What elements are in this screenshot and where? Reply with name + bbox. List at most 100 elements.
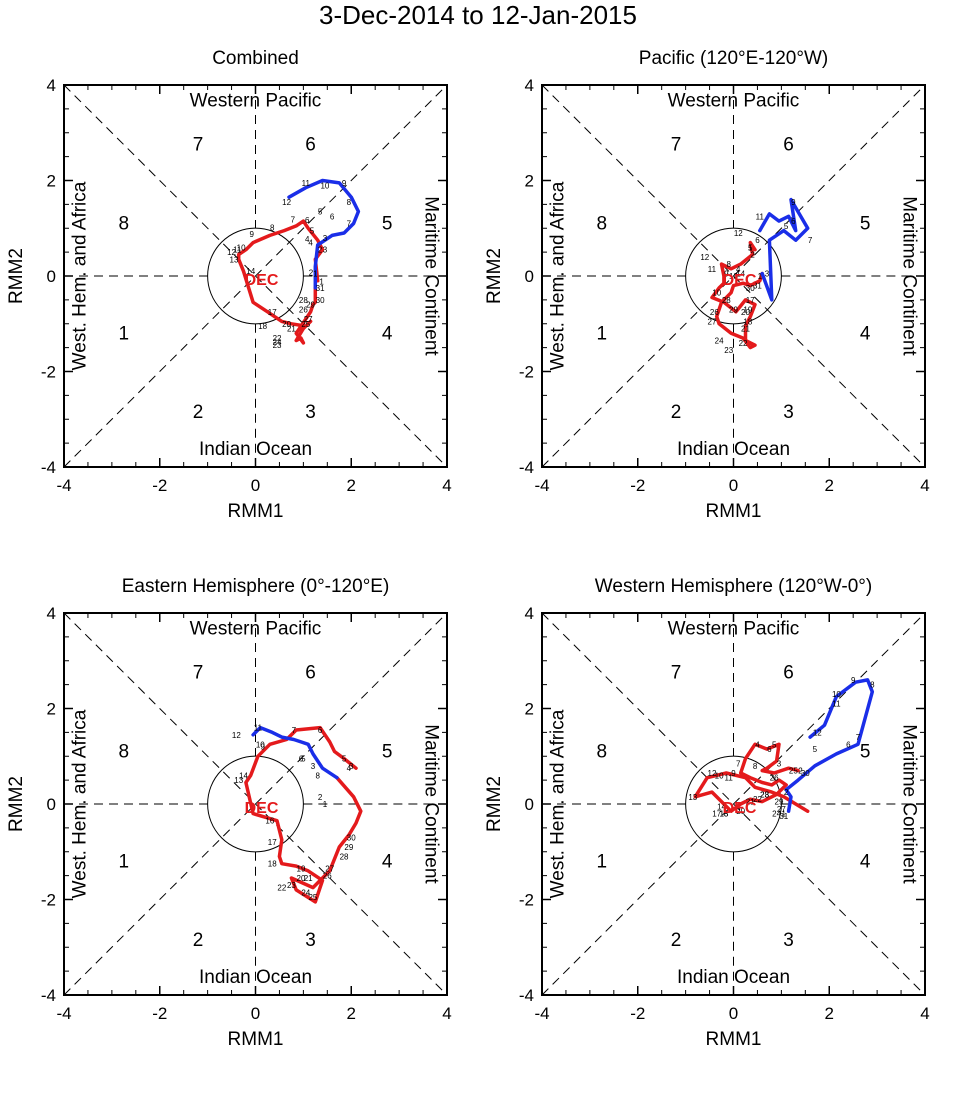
y-tick-label: -4 bbox=[41, 458, 56, 477]
day-label: 10 bbox=[256, 740, 265, 749]
phase-number-2: 2 bbox=[193, 930, 204, 951]
y-tick-label: 2 bbox=[525, 700, 534, 719]
day-label: 11 bbox=[832, 700, 841, 709]
panel-title: Western Hemisphere (120°W-0°) bbox=[595, 576, 872, 597]
y-tick-label: -2 bbox=[41, 891, 56, 910]
day-label: 6 bbox=[846, 740, 851, 749]
day-label: 3 bbox=[765, 270, 770, 279]
day-label: 8 bbox=[870, 681, 875, 690]
day-label: 17 bbox=[268, 308, 277, 317]
day-label: 13 bbox=[729, 272, 738, 281]
panel-pacific: Pacific (120°E-120°W)-4-4-2-2002244RMM1R… bbox=[484, 48, 930, 522]
phase-number-6: 6 bbox=[783, 135, 794, 156]
unit-circle bbox=[207, 227, 304, 325]
day-label: 12 bbox=[282, 198, 291, 207]
day-label: 8 bbox=[347, 198, 352, 207]
y-tick-label: -4 bbox=[519, 986, 534, 1005]
day-label: 3 bbox=[311, 762, 316, 771]
phase-number-7: 7 bbox=[671, 135, 682, 156]
day-label: 3 bbox=[323, 246, 328, 255]
phase-number-3: 3 bbox=[305, 402, 316, 423]
x-tick-label: 2 bbox=[825, 1004, 834, 1023]
day-label: 26 bbox=[299, 305, 308, 314]
x-tick-label: 0 bbox=[251, 476, 260, 495]
day-label: 21 bbox=[746, 798, 755, 807]
y-axis-label: RMM2 bbox=[484, 248, 505, 304]
y-tick-label: -2 bbox=[519, 363, 534, 382]
phase-number-8: 8 bbox=[119, 213, 130, 234]
region-label-top: Western Pacific bbox=[668, 618, 800, 639]
day-label: 8 bbox=[753, 762, 758, 771]
day-label: 10 bbox=[237, 243, 246, 252]
day-label: 22 bbox=[739, 339, 748, 348]
x-tick-label: -4 bbox=[534, 1004, 549, 1023]
day-label: 10 bbox=[715, 771, 724, 780]
day-label: 16 bbox=[265, 817, 274, 826]
x-tick-label: 4 bbox=[442, 1004, 451, 1023]
day-label: 18 bbox=[719, 810, 728, 819]
phase-number-1: 1 bbox=[119, 323, 130, 344]
region-label-right: Maritime Continent bbox=[898, 724, 919, 884]
x-tick-label: -2 bbox=[630, 1004, 645, 1023]
trajectory-jan bbox=[287, 178, 361, 290]
day-label: 24 bbox=[772, 810, 781, 819]
x-axis-label: RMM1 bbox=[706, 501, 762, 522]
day-label: 1 bbox=[758, 272, 763, 281]
panel-western-hemisphere: Western Hemisphere (120°W-0°) -4-4 -2 -2 0 0 2… bbox=[484, 576, 930, 1050]
day-label: 2 bbox=[318, 246, 323, 255]
y-tick-label: 4 bbox=[525, 604, 534, 623]
day-label: 12 bbox=[227, 248, 236, 257]
day-label: 17 bbox=[268, 838, 277, 847]
y-tick-label: 0 bbox=[47, 267, 56, 286]
region-label-top: Western Pacific bbox=[190, 90, 322, 111]
phase-number-7: 7 bbox=[671, 663, 682, 684]
phase-divider-line bbox=[63, 84, 448, 468]
day-label: 6 bbox=[755, 236, 760, 245]
day-label: 20 bbox=[736, 807, 745, 816]
phase-number-1: 1 bbox=[597, 851, 608, 872]
main-title: 3-Dec-2014 to 12-Jan-2015 bbox=[319, 0, 637, 30]
phase-number-8: 8 bbox=[597, 213, 608, 234]
region-label-bottom: Indian Ocean bbox=[199, 439, 312, 460]
month-label: DEC bbox=[723, 272, 757, 289]
day-label: 29 bbox=[729, 305, 738, 314]
day-label: 10 bbox=[832, 690, 841, 699]
y-tick-label: 4 bbox=[47, 76, 56, 95]
day-label: 9 bbox=[851, 676, 856, 685]
day-label: 14 bbox=[736, 270, 745, 279]
region-label-left: West. Hem. and Africa bbox=[548, 181, 569, 370]
day-label: 5 bbox=[318, 208, 323, 217]
month-label: DEC bbox=[245, 800, 279, 817]
x-tick-label: 0 bbox=[729, 1004, 738, 1023]
day-label: 29 bbox=[775, 798, 784, 807]
day-label: 11 bbox=[708, 265, 717, 274]
day-label: 8 bbox=[726, 260, 731, 269]
x-tick-label: -2 bbox=[152, 476, 167, 495]
day-label: 3 bbox=[323, 234, 328, 243]
day-label: 11 bbox=[233, 246, 242, 255]
y-tick-label: 4 bbox=[525, 76, 534, 95]
trajectory-jan bbox=[784, 678, 875, 813]
day-label: 7 bbox=[736, 759, 741, 768]
day-label: 9 bbox=[724, 270, 729, 279]
trajectory-dec bbox=[710, 240, 764, 350]
day-label: 7 bbox=[808, 236, 813, 245]
day-label: 19 bbox=[297, 864, 306, 873]
x-axis-label: RMM1 bbox=[706, 1029, 762, 1050]
day-label: 7 bbox=[291, 216, 296, 225]
day-label: 6 bbox=[305, 216, 310, 225]
region-label-left: West. Hem. and Africa bbox=[70, 709, 91, 898]
day-label: 1 bbox=[782, 810, 787, 819]
panel-title: Eastern Hemisphere (0°-120°E) bbox=[122, 576, 390, 597]
phase-number-1: 1 bbox=[597, 323, 608, 344]
y-tick-label: 0 bbox=[525, 267, 534, 286]
day-label: 14 bbox=[239, 771, 248, 780]
day-label: 4 bbox=[308, 239, 313, 248]
day-label: 10 bbox=[320, 181, 329, 190]
day-label: 5 bbox=[342, 755, 347, 764]
day-label: 9 bbox=[342, 179, 347, 188]
day-label: 25 bbox=[308, 893, 317, 902]
phase-number-3: 3 bbox=[783, 402, 794, 423]
day-label: 30 bbox=[746, 284, 755, 293]
